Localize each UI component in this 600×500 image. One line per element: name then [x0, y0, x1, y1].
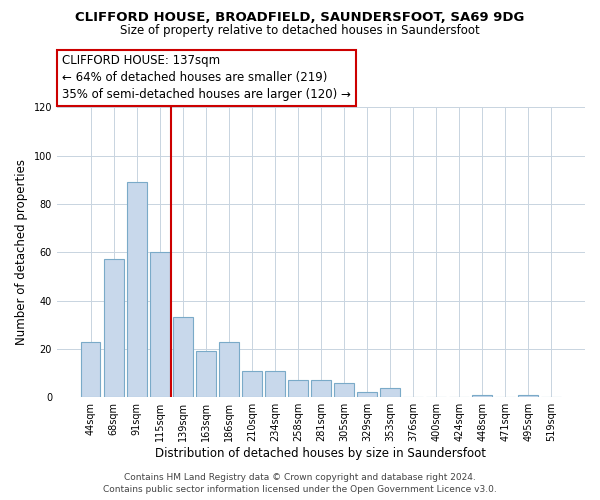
- Bar: [311, 380, 331, 397]
- Bar: [357, 392, 377, 397]
- Bar: [288, 380, 308, 397]
- Text: Size of property relative to detached houses in Saundersfoot: Size of property relative to detached ho…: [120, 24, 480, 37]
- Bar: [196, 352, 215, 397]
- X-axis label: Distribution of detached houses by size in Saundersfoot: Distribution of detached houses by size …: [155, 447, 487, 460]
- Bar: [242, 370, 262, 397]
- Bar: [472, 395, 492, 397]
- Bar: [380, 388, 400, 397]
- Bar: [104, 260, 124, 397]
- Y-axis label: Number of detached properties: Number of detached properties: [15, 159, 28, 345]
- Bar: [518, 395, 538, 397]
- Text: CLIFFORD HOUSE, BROADFIELD, SAUNDERSFOOT, SA69 9DG: CLIFFORD HOUSE, BROADFIELD, SAUNDERSFOOT…: [76, 11, 524, 24]
- Bar: [81, 342, 100, 397]
- Bar: [173, 318, 193, 397]
- Text: CLIFFORD HOUSE: 137sqm
← 64% of detached houses are smaller (219)
35% of semi-de: CLIFFORD HOUSE: 137sqm ← 64% of detached…: [62, 54, 351, 102]
- Bar: [265, 370, 284, 397]
- Text: Contains HM Land Registry data © Crown copyright and database right 2024.
Contai: Contains HM Land Registry data © Crown c…: [103, 472, 497, 494]
- Bar: [150, 252, 170, 397]
- Bar: [334, 382, 354, 397]
- Bar: [219, 342, 239, 397]
- Bar: [127, 182, 146, 397]
